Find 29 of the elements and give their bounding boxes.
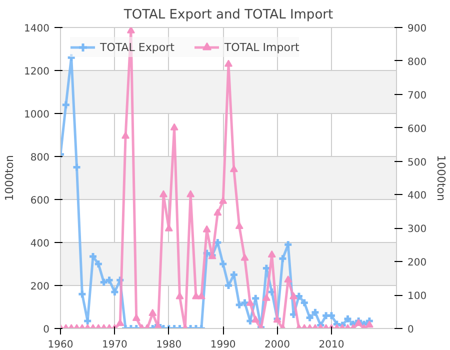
x-tick-label: 2000 xyxy=(264,340,290,350)
x-tick-label: 1990 xyxy=(210,340,236,350)
legend-label: TOTAL Import xyxy=(224,40,300,54)
y2-tick-label: 600 xyxy=(408,124,427,135)
y-tick-label: 200 xyxy=(30,282,50,292)
y2-tick-label: 300 xyxy=(408,224,427,236)
y-tick-label: 1400 xyxy=(24,24,50,34)
chart-title: TOTAL Export and TOTAL Import xyxy=(122,8,334,22)
y2-tick-label: 0 xyxy=(408,324,414,336)
x-tick-label: 1980 xyxy=(156,340,182,350)
y-tick-label: 1200 xyxy=(24,66,50,78)
y2-tick-label: 200 xyxy=(408,258,427,269)
x-tick-label: 1960 xyxy=(48,340,74,350)
y-tick-label: 400 xyxy=(30,238,50,250)
x-tick-label: 1970 xyxy=(102,340,128,350)
y2-tick-label: 700 xyxy=(408,90,427,102)
y-tick-label: 1000 xyxy=(24,110,50,120)
y-axis-title: 1000ton xyxy=(3,154,16,202)
y-tick-label: 600 xyxy=(30,196,50,206)
y2-tick-label: 100 xyxy=(408,291,427,302)
y2-tick-label: 900 xyxy=(408,24,427,34)
y-tick-label: 800 xyxy=(30,152,50,164)
y-tick-label: 0 xyxy=(43,324,50,336)
x-tick-label: 2010 xyxy=(318,340,344,350)
y2-tick-label: 500 xyxy=(408,157,427,168)
y2-axis-title: 1000ton xyxy=(434,154,448,202)
y2-tick-label: 800 xyxy=(408,56,427,68)
legend-label: TOTAL Export xyxy=(100,40,174,54)
y2-tick-label: 400 xyxy=(408,190,427,202)
